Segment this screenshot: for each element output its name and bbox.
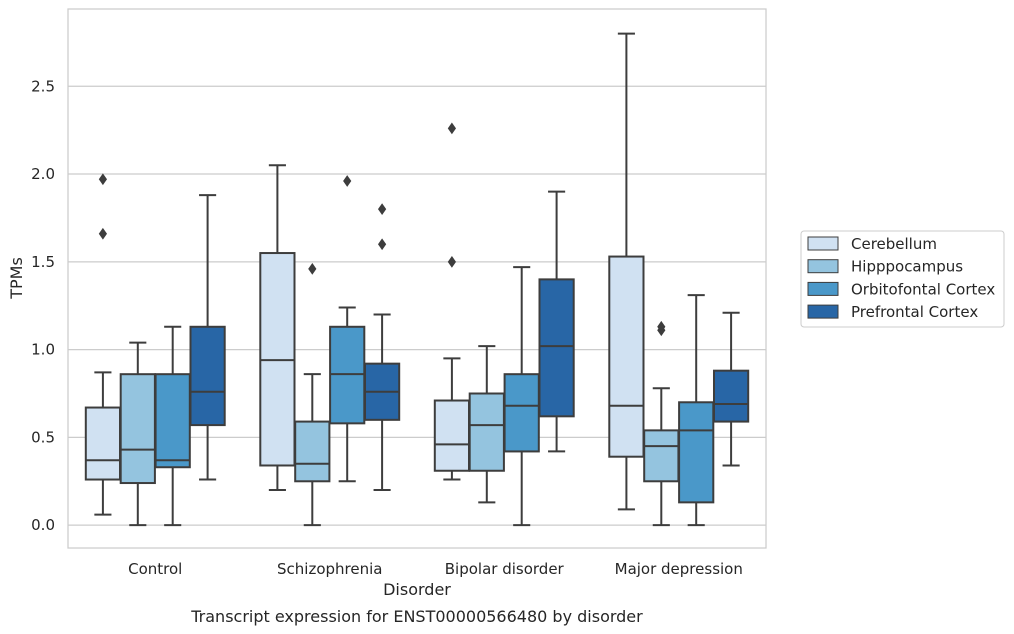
- outlier-point: [308, 262, 317, 275]
- box-iqr: [294, 420, 331, 483]
- x-axis-label: Disorder: [383, 580, 451, 599]
- box-iqr: [468, 392, 505, 472]
- x-tick-label: Bipolar disorder: [445, 560, 565, 578]
- box-orbitofontal-cortex: [503, 266, 540, 527]
- box-groups: [84, 32, 750, 527]
- box-iqr: [608, 255, 645, 458]
- y-tick-label: 0.0: [31, 516, 55, 534]
- outlier-point: [377, 238, 387, 251]
- box-iqr: [433, 399, 471, 472]
- x-axis-ticks: Control Schizophrenia Bipolar disorder Majo…: [128, 560, 743, 578]
- box-cerebellum: [259, 164, 296, 492]
- box-iqr: [154, 373, 191, 469]
- legend-label: Cerebellum: [851, 235, 937, 253]
- outlier-point: [98, 227, 108, 240]
- y-tick-label: 1.5: [31, 253, 55, 271]
- box-iqr: [503, 373, 540, 453]
- box-iqr: [119, 373, 156, 485]
- legend-swatch: [807, 281, 839, 296]
- legend-label: Hipppocampus: [851, 258, 963, 276]
- box-orbitofontal-cortex: [678, 294, 715, 527]
- legend-label: Prefrontal Cortex: [851, 303, 978, 321]
- outlier-point: [377, 203, 387, 216]
- legend-swatch: [807, 304, 839, 319]
- box-iqr: [712, 369, 750, 423]
- box-cerebellum: [84, 173, 122, 516]
- outlier-point: [447, 122, 457, 135]
- legend-swatch: [807, 259, 839, 274]
- box-cerebellum: [433, 122, 471, 481]
- outlier-point: [343, 175, 352, 187]
- box-iqr: [538, 278, 575, 418]
- box-iqr: [84, 406, 122, 481]
- y-tick-label: 2.0: [31, 165, 55, 183]
- box-prefrontal-cortex: [189, 194, 226, 481]
- outlier-point: [98, 173, 108, 186]
- chart-caption: Transcript expression for ENST0000056648…: [190, 607, 643, 626]
- box-prefrontal-cortex: [363, 203, 401, 492]
- y-axis-ticks: 0.0 0.5 1.0 1.5 2.0 2.5: [31, 77, 55, 534]
- y-tick-label: 0.5: [31, 428, 55, 446]
- legend: Cerebellum Hipppocampus Orbitofontal Corte…: [800, 230, 1005, 328]
- box-iqr: [643, 429, 680, 483]
- plot-area-frame: [67, 8, 767, 549]
- y-tick-label: 1.0: [31, 341, 55, 359]
- y-tick-label: 2.5: [31, 77, 55, 95]
- outlier-point: [447, 255, 457, 268]
- box-prefrontal-cortex: [712, 311, 750, 467]
- box-hipppocampus: [119, 341, 156, 527]
- legend-swatch: [807, 236, 839, 251]
- x-tick-label: Control: [128, 560, 182, 578]
- x-tick-label: Schizophrenia: [277, 560, 382, 578]
- box-hipppocampus: [643, 320, 680, 527]
- box-iqr: [678, 401, 715, 504]
- box-prefrontal-cortex: [538, 190, 575, 453]
- box-cerebellum: [608, 32, 645, 511]
- outlier-point: [657, 320, 666, 333]
- y-axis-label: TPMs: [7, 257, 26, 300]
- legend-frame: [800, 230, 1005, 328]
- x-tick-label: Major depression: [615, 560, 743, 578]
- box-hipppocampus: [294, 262, 331, 527]
- legend-label: Orbitofontal Cortex: [851, 280, 995, 298]
- box-iqr: [189, 325, 226, 427]
